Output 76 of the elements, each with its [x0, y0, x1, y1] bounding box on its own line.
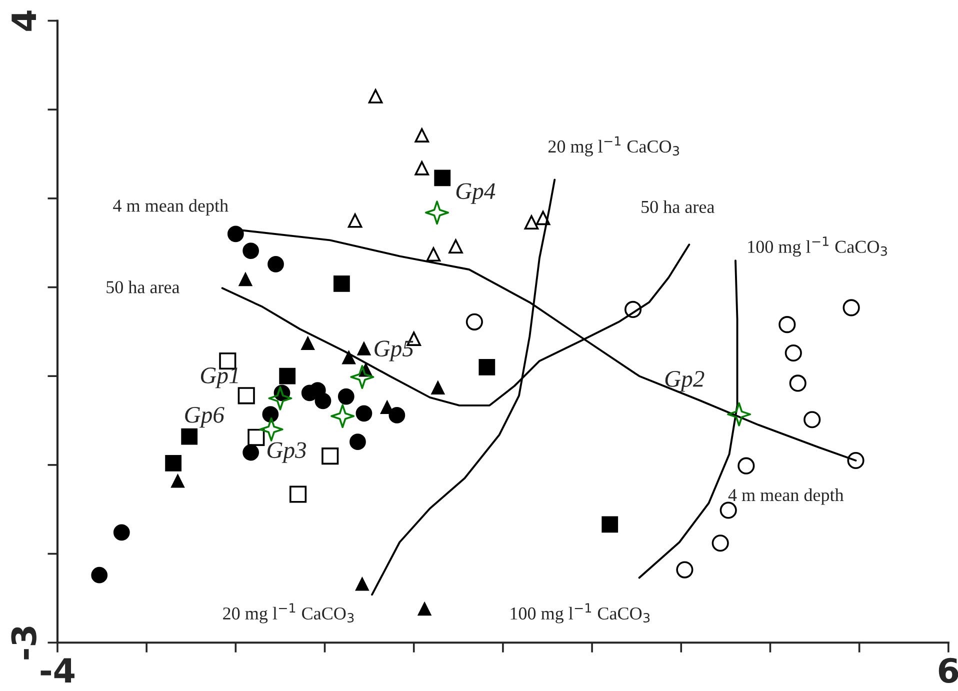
annotation: 100 mg l$^{−1}$ CaCO$_{3}$: [748, 236, 887, 257]
annotation: Gp3: [267, 442, 306, 463]
point: [333, 276, 350, 292]
annotation: 4 m mean depth: [113, 199, 228, 216]
point: [712, 534, 729, 552]
point: [524, 215, 539, 230]
point: [536, 210, 550, 226]
point: [242, 444, 260, 461]
point: [676, 561, 694, 578]
point: [314, 392, 332, 410]
point: [414, 161, 430, 176]
point: [414, 128, 430, 142]
annotation: Gp2: [665, 371, 704, 392]
annotation: 20 mg l$^{−1}$ CaCO$_{3}$: [223, 603, 354, 624]
point: [357, 342, 371, 356]
point: [478, 359, 496, 376]
point: [289, 486, 307, 503]
point: [624, 300, 642, 318]
point: [418, 602, 432, 616]
point: [259, 417, 284, 442]
point: [268, 386, 292, 410]
point: [238, 387, 255, 404]
point: [380, 400, 394, 414]
point: [431, 380, 445, 394]
annotation: 20 mg l$^{−1}$ CaCO$_{3}$: [548, 136, 680, 156]
annotation: Gp1: [200, 368, 238, 388]
point: [348, 213, 362, 228]
point: [368, 89, 383, 104]
point: [238, 272, 252, 286]
annotation: 4 m mean depth: [728, 488, 844, 505]
point: [248, 428, 265, 446]
point: [448, 239, 463, 254]
point: [434, 170, 451, 186]
point: [720, 502, 737, 519]
y-tick-label: 4: [12, 10, 36, 31]
point: [322, 448, 339, 465]
point: [738, 457, 755, 474]
point: [165, 454, 182, 472]
point: [778, 316, 796, 334]
point: [804, 411, 821, 428]
annotation: Gp4: [456, 183, 496, 204]
point: [113, 524, 130, 541]
point: [91, 566, 108, 584]
point: [466, 313, 483, 330]
point: [279, 368, 296, 384]
point: [602, 516, 618, 533]
y-tick-label: -3: [11, 626, 36, 660]
point: [350, 364, 374, 390]
point: [425, 200, 450, 225]
point: [338, 388, 354, 405]
point: [262, 406, 279, 422]
point: [242, 242, 260, 260]
point: [170, 474, 185, 488]
point: [847, 452, 864, 470]
x-tick-label: -4: [40, 658, 74, 683]
point: [330, 404, 355, 428]
point: [268, 256, 284, 272]
point: [227, 226, 244, 242]
point: [727, 402, 752, 426]
x-tick-label: 6: [938, 658, 958, 684]
point: [426, 247, 441, 262]
annotation: 50 ha area: [642, 200, 714, 214]
point: [355, 577, 369, 591]
annotation: Gp5: [374, 340, 414, 362]
point: [350, 434, 366, 450]
point: [842, 299, 860, 316]
point: [181, 428, 198, 445]
annotation: Gp6: [185, 406, 224, 428]
point: [784, 344, 802, 362]
point: [301, 336, 315, 350]
annotation: 100 mg l$^{−1}$ CaCO$_{3}$: [510, 603, 650, 624]
point: [342, 350, 356, 364]
point: [789, 374, 806, 392]
point: [388, 407, 406, 424]
point: [356, 405, 372, 422]
annotation: 50 ha area: [106, 280, 180, 294]
